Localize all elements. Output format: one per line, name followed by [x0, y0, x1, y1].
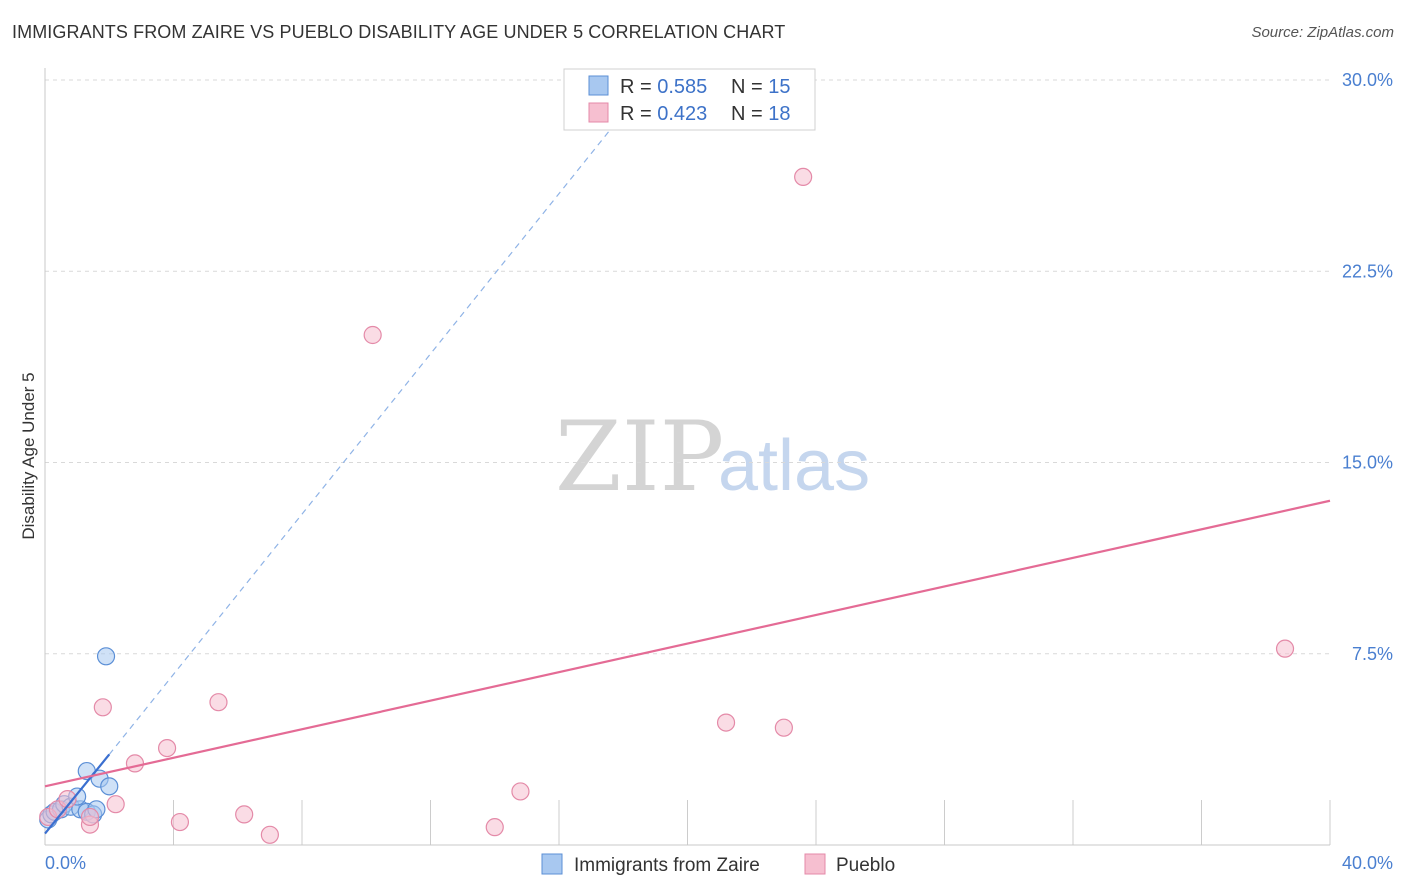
- pueblo-point: [106, 795, 125, 814]
- legend-n-value-zaire: 15: [768, 76, 790, 98]
- zaire-trend-line: [44, 753, 111, 835]
- legend-swatch-pueblo: [588, 102, 609, 123]
- pueblo-point: [93, 698, 112, 717]
- legend-n-row-pueblo: N = 18: [731, 103, 791, 125]
- axes: [44, 68, 1330, 846]
- series-legend: Immigrants from Zaire Pueblo: [541, 853, 895, 876]
- legend-r-label-pueblo: R =: [620, 103, 657, 125]
- series-legend-label-pueblo: Pueblo: [836, 855, 895, 876]
- watermark-zip: ZIP: [555, 401, 724, 513]
- zaire-point: [96, 647, 116, 666]
- grid-lines: [45, 79, 1331, 845]
- legend-row-zaire: R = 0.585: [620, 76, 707, 98]
- pueblo-point: [157, 738, 177, 758]
- source-label: Source: ZipAtlas.com: [1251, 24, 1394, 41]
- series-legend-swatch-zaire: [541, 853, 563, 875]
- legend-r-value-zaire: 0.585: [657, 76, 707, 98]
- legend-n-row-zaire: N = 15: [731, 76, 791, 98]
- legend-n-label-zaire: N =: [731, 76, 768, 98]
- pueblo-point: [1275, 639, 1295, 658]
- stats-legend: R = 0.585 N = 15 R = 0.423 N = 18: [563, 68, 816, 131]
- legend-n-label-pueblo: N =: [731, 103, 768, 125]
- series-legend-swatch-pueblo: [804, 853, 826, 875]
- y-tick-label: 15.0%: [1342, 453, 1393, 473]
- legend-r-label-zaire: R =: [620, 76, 657, 98]
- data-points: [39, 167, 1295, 844]
- y-tick-label: 30.0%: [1342, 70, 1393, 90]
- pueblo-point: [125, 754, 145, 773]
- pueblo-trend-line: [44, 499, 1331, 788]
- x-tick-label-max: 40.0%: [1342, 853, 1393, 873]
- legend-swatch-zaire: [588, 75, 609, 96]
- x-tick-label-min: 0.0%: [45, 853, 86, 873]
- pueblo-point: [260, 825, 279, 844]
- pueblo-point: [170, 812, 190, 832]
- pueblo-point: [80, 807, 100, 827]
- legend-n-value-pueblo: 18: [768, 103, 790, 125]
- pueblo-point: [794, 167, 813, 186]
- trend-lines: [44, 105, 1331, 835]
- pueblo-point: [235, 805, 254, 824]
- pueblo-point: [774, 718, 793, 737]
- zaire-point: [100, 777, 119, 796]
- pueblo-point: [363, 325, 382, 345]
- y-tick-label: 22.5%: [1342, 261, 1393, 281]
- pueblo-point: [209, 693, 228, 712]
- y-tick-label: 7.5%: [1352, 644, 1393, 664]
- pueblo-point: [716, 713, 736, 732]
- series-legend-label-zaire: Immigrants from Zaire: [574, 855, 760, 876]
- tick-labels: 0.0% 40.0% 7.5% 15.0% 22.5% 30.0%: [45, 70, 1393, 873]
- watermark-atlas: atlas: [718, 426, 870, 506]
- y-axis-label: Disability Age Under 5: [19, 372, 38, 539]
- pueblo-point: [485, 818, 504, 837]
- chart-title: IMMIGRANTS FROM ZAIRE VS PUEBLO DISABILI…: [12, 22, 786, 42]
- legend-r-value-pueblo: 0.423: [657, 103, 707, 125]
- zaire-trend-dashed: [108, 105, 631, 755]
- pueblo-point: [511, 782, 530, 801]
- legend-row-pueblo: R = 0.423: [620, 103, 707, 125]
